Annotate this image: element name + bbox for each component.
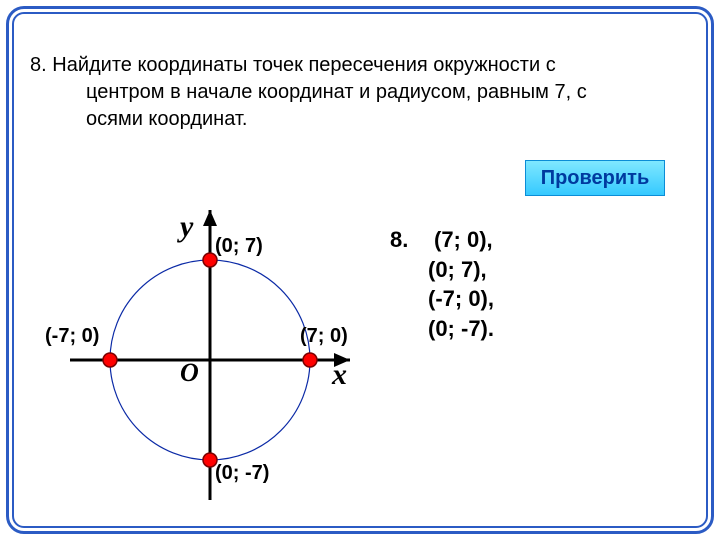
question-line3: осями координат. [58, 108, 247, 130]
y-axis-label: y [180, 210, 193, 244]
answer-line: (0; 7), [420, 255, 494, 285]
origin-label: О [180, 358, 199, 388]
answer-line: (0; -7). [420, 314, 494, 344]
diagram-svg [40, 200, 380, 520]
point-label-right: (7; 0) [300, 325, 348, 348]
point-label-bottom: (0; -7) [215, 462, 269, 485]
x-axis-label: х [332, 358, 347, 392]
check-button[interactable]: Проверить [525, 160, 665, 196]
check-button-label: Проверить [541, 167, 650, 190]
answer-line: (-7; 0), [420, 284, 494, 314]
answer-number: 8. [390, 225, 408, 255]
question-line1: Найдите координаты точек пересечения окр… [52, 54, 555, 76]
point-label-top: (0; 7) [215, 235, 263, 258]
question-number: 8. [30, 54, 47, 76]
coordinate-diagram: y х О (7; 0) (-7; 0) (0; 7) (0; -7) [40, 200, 380, 520]
answer-line: (7; 0), [420, 225, 494, 255]
question-line2: центром в начале координат и радиусом, р… [58, 81, 587, 103]
point-label-left: (-7; 0) [45, 325, 99, 348]
question-text: 8. Найдите координаты точек пересечения … [30, 52, 690, 133]
answers-block: 8. (7; 0), (0; 7), (-7; 0), (0; -7). [420, 225, 494, 344]
